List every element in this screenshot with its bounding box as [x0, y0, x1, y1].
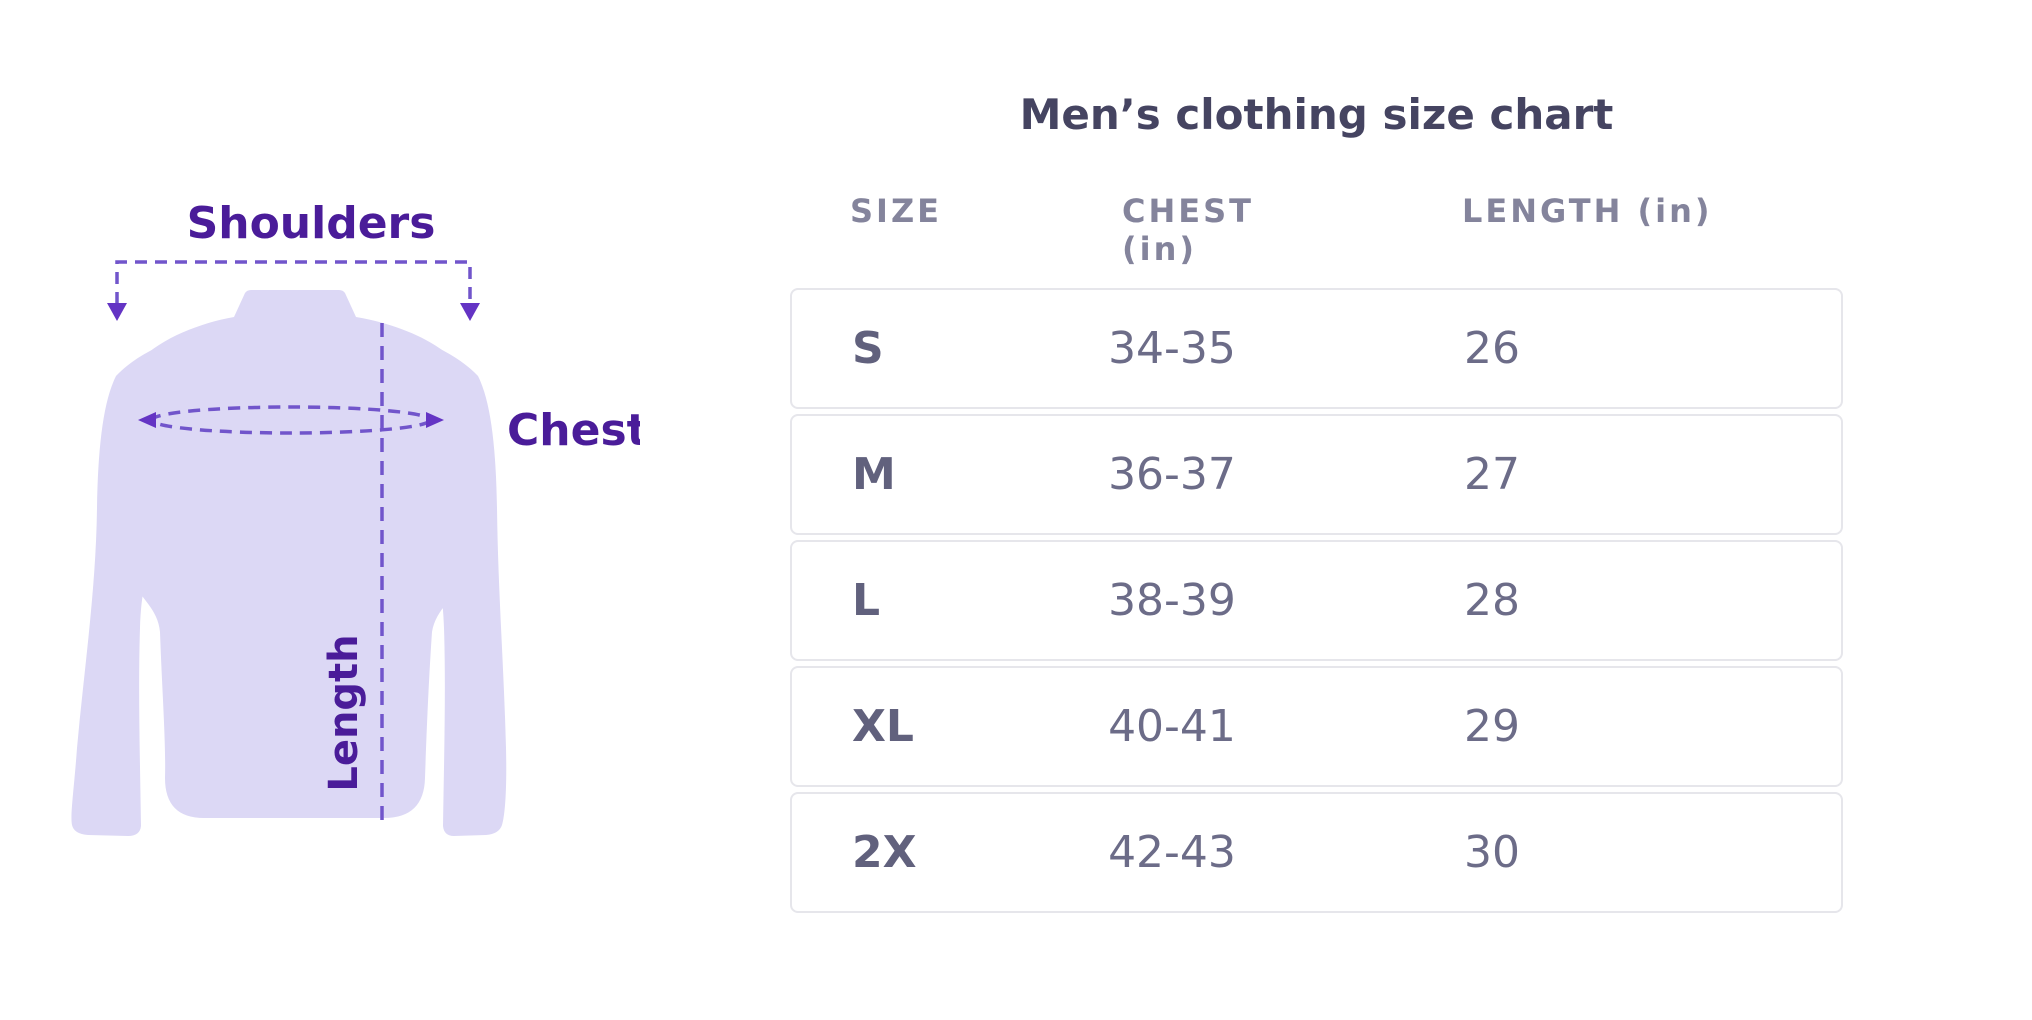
table-row-s: S 34-35 26: [790, 288, 1843, 409]
chest-label: Chest: [507, 405, 640, 456]
length-cell: 30: [1464, 827, 1520, 878]
shirt-body-shape: [136, 290, 460, 818]
table-row-l: L 38-39 28: [790, 540, 1843, 661]
size-cell: L: [852, 575, 881, 626]
table-row-2x: 2X 42-43 30: [790, 792, 1843, 913]
size-cell: XL: [852, 701, 914, 752]
header-length: LENGTH (in): [1462, 192, 1713, 230]
chest-right-arrow-icon: [426, 412, 444, 428]
length-cell: 28: [1464, 575, 1520, 626]
chest-cell: 40-41: [1108, 701, 1236, 752]
length-cell: 29: [1464, 701, 1520, 752]
chest-cell: 42-43: [1108, 827, 1236, 878]
chest-cell: 34-35: [1108, 323, 1236, 374]
chest-cell: 38-39: [1108, 575, 1236, 626]
chest-cell: 36-37: [1108, 449, 1236, 500]
shirt-right-sleeve: [349, 318, 507, 836]
shirt-left-sleeve: [71, 318, 245, 836]
size-cell: 2X: [852, 827, 917, 878]
chest-left-arrow-icon: [138, 412, 156, 428]
length-cell: 26: [1464, 323, 1520, 374]
size-cell: S: [852, 323, 884, 374]
shoulders-right-arrow-icon: [460, 303, 480, 321]
shoulders-left-arrow-icon: [107, 303, 127, 321]
size-cell: M: [852, 449, 896, 500]
header-size: SIZE: [850, 192, 943, 230]
header-chest: CHEST (in): [1122, 192, 1254, 268]
length-cell: 27: [1464, 449, 1520, 500]
table-row-xl: XL 40-41 29: [790, 666, 1843, 787]
shoulders-label: Shoulders: [187, 198, 436, 249]
length-label: Length: [321, 634, 367, 791]
shoulders-measure-bracket: [115, 260, 472, 304]
shirt-measurement-illustration: Shoulders Chest Length: [71, 198, 640, 836]
page-title: Men’s clothing size chart: [1019, 90, 1614, 139]
table-header-row: SIZE CHEST (in) LENGTH (in): [790, 192, 1843, 268]
table-row-m: M 36-37 27: [790, 414, 1843, 535]
